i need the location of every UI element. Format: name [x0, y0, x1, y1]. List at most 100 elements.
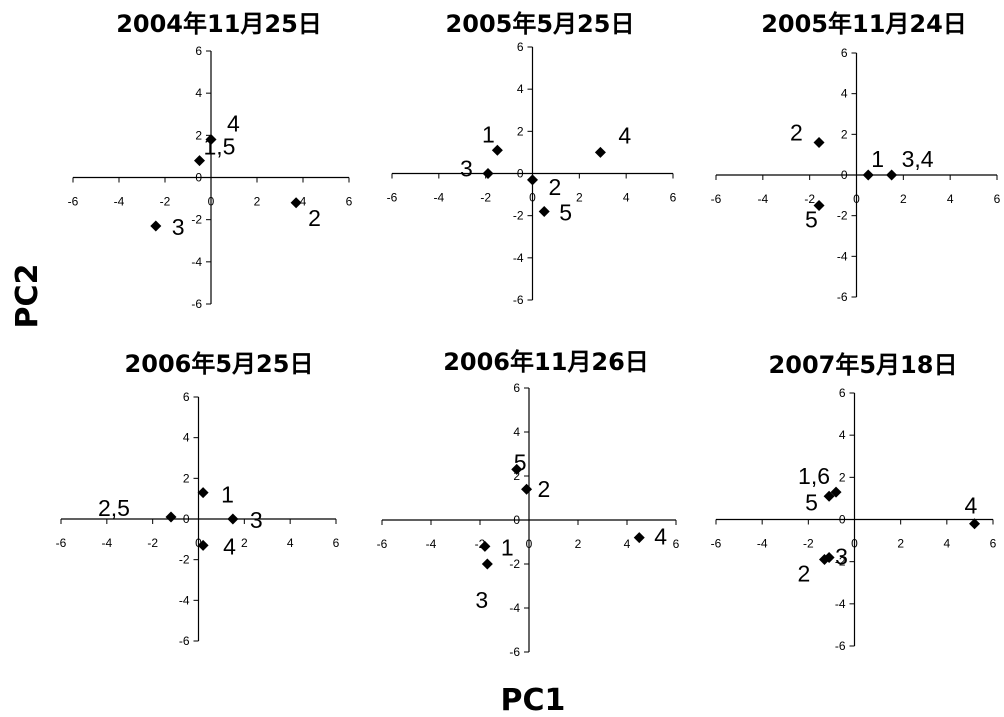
y-tick-label: 0 [517, 167, 524, 181]
data-point-marker [290, 197, 302, 209]
x-tick-label: -6 [711, 192, 722, 206]
y-tick-label: 2 [513, 469, 520, 483]
data-point-label: 3 [475, 587, 488, 613]
y-tick-label: 4 [841, 87, 848, 101]
x-tick-label: -6 [377, 537, 388, 551]
y-tick-label: -4 [513, 251, 524, 265]
x-tick-label: -2 [803, 537, 814, 551]
x-tick-label: -6 [56, 536, 67, 550]
data-point-marker [197, 539, 209, 551]
data-point-label: 2 [549, 174, 562, 200]
x-tick-label: -2 [475, 537, 486, 551]
x-tick-label: -4 [433, 191, 444, 205]
panel-title: 2007年5月18日 [769, 351, 958, 379]
x-tick-label: 6 [670, 191, 677, 205]
data-point-label: 5 [805, 489, 818, 515]
x-tick-label: -4 [757, 192, 768, 206]
x-tick-label: 4 [623, 191, 630, 205]
x-axis-title: PC1 [501, 683, 566, 717]
data-point-marker [205, 134, 217, 146]
x-tick-label: -6 [68, 195, 79, 209]
y-tick-label: -6 [837, 290, 848, 304]
x-tick-label: 2 [241, 536, 248, 550]
x-tick-label: 4 [287, 536, 294, 550]
data-point-marker [194, 155, 205, 167]
y-tick-label: 6 [517, 40, 524, 54]
data-point-label: 2 [790, 119, 803, 145]
x-tick-label: 2 [900, 192, 907, 206]
y-tick-label: -2 [179, 553, 190, 567]
y-tick-label: 6 [513, 381, 520, 395]
x-tick-label: 4 [624, 537, 631, 551]
y-tick-label: -2 [513, 209, 524, 223]
x-tick-label: -6 [387, 191, 398, 205]
x-tick-label: 0 [208, 195, 215, 209]
data-point-label: 4 [618, 122, 631, 148]
y-tick-label: 6 [839, 386, 846, 400]
data-point-label: 3,4 [902, 146, 934, 172]
data-point-label: 3 [172, 214, 185, 240]
y-tick-label: -4 [509, 601, 520, 615]
data-point-label: 1 [501, 534, 514, 560]
y-tick-label: 0 [839, 513, 846, 527]
y-tick-label: 4 [195, 86, 202, 100]
x-tick-label: 4 [947, 192, 954, 206]
y-tick-label: 2 [195, 128, 202, 142]
y-tick-label: 4 [517, 82, 524, 96]
y-tick-label: -4 [835, 597, 846, 611]
y-tick-label: 2 [841, 127, 848, 141]
y-tick-label: -2 [509, 557, 520, 571]
y-tick-label: -6 [191, 297, 202, 311]
data-point-marker [521, 483, 533, 495]
data-point-label: 5 [559, 199, 572, 225]
data-point-label: 4 [965, 493, 978, 519]
y-tick-label: -6 [513, 293, 524, 307]
data-point-marker [862, 169, 874, 181]
y-tick-label: 0 [183, 512, 190, 526]
data-point-marker [227, 513, 239, 525]
data-point-marker [594, 146, 606, 158]
data-point-marker [538, 205, 550, 217]
x-tick-label: 0 [195, 536, 202, 550]
data-point-marker [969, 518, 981, 530]
y-tick-label: 2 [183, 471, 190, 485]
panel-title: 2005年11月24日 [761, 10, 967, 38]
data-point-marker [813, 136, 825, 148]
panel-title: 2006年11月26日 [443, 348, 649, 376]
data-point-label: 3 [835, 543, 848, 569]
panel-title: 2005年5月25日 [446, 10, 635, 38]
data-point-marker [633, 532, 645, 544]
x-tick-label: -2 [804, 192, 815, 206]
data-point-label: 5 [514, 449, 527, 475]
y-tick-label: -4 [191, 255, 202, 269]
data-point-label: 5 [805, 207, 818, 233]
x-tick-label: 0 [851, 537, 858, 551]
y-tick-label: 4 [839, 428, 846, 442]
data-point-marker [481, 558, 493, 570]
x-tick-label: -4 [426, 537, 437, 551]
x-tick-label: 4 [300, 195, 307, 209]
data-point-marker [886, 169, 898, 181]
data-point-label: 4 [223, 533, 236, 559]
x-tick-label: 0 [529, 191, 536, 205]
data-point-label: 1 [871, 146, 884, 172]
y-tick-label: -6 [509, 645, 520, 659]
data-point-label: 2 [538, 476, 551, 502]
scatter-panel-3: 2005年11月24日 -6 -4 -2 0 2 4 6 -6 -4 -2 0 2 4 6 2 1 3,4 5 [711, 10, 1001, 304]
x-tick-label: 2 [575, 537, 582, 551]
y-tick-label: 2 [839, 470, 846, 484]
data-point-marker [479, 540, 491, 552]
y-tick-label: 0 [841, 168, 848, 182]
y-tick-label: 2 [517, 124, 524, 138]
data-point-marker [482, 168, 494, 179]
x-tick-label: 6 [673, 537, 680, 551]
data-point-label: 2,5 [98, 495, 130, 521]
y-tick-label: -6 [835, 639, 846, 653]
data-point-marker [197, 487, 209, 499]
x-tick-label: 4 [943, 537, 950, 551]
